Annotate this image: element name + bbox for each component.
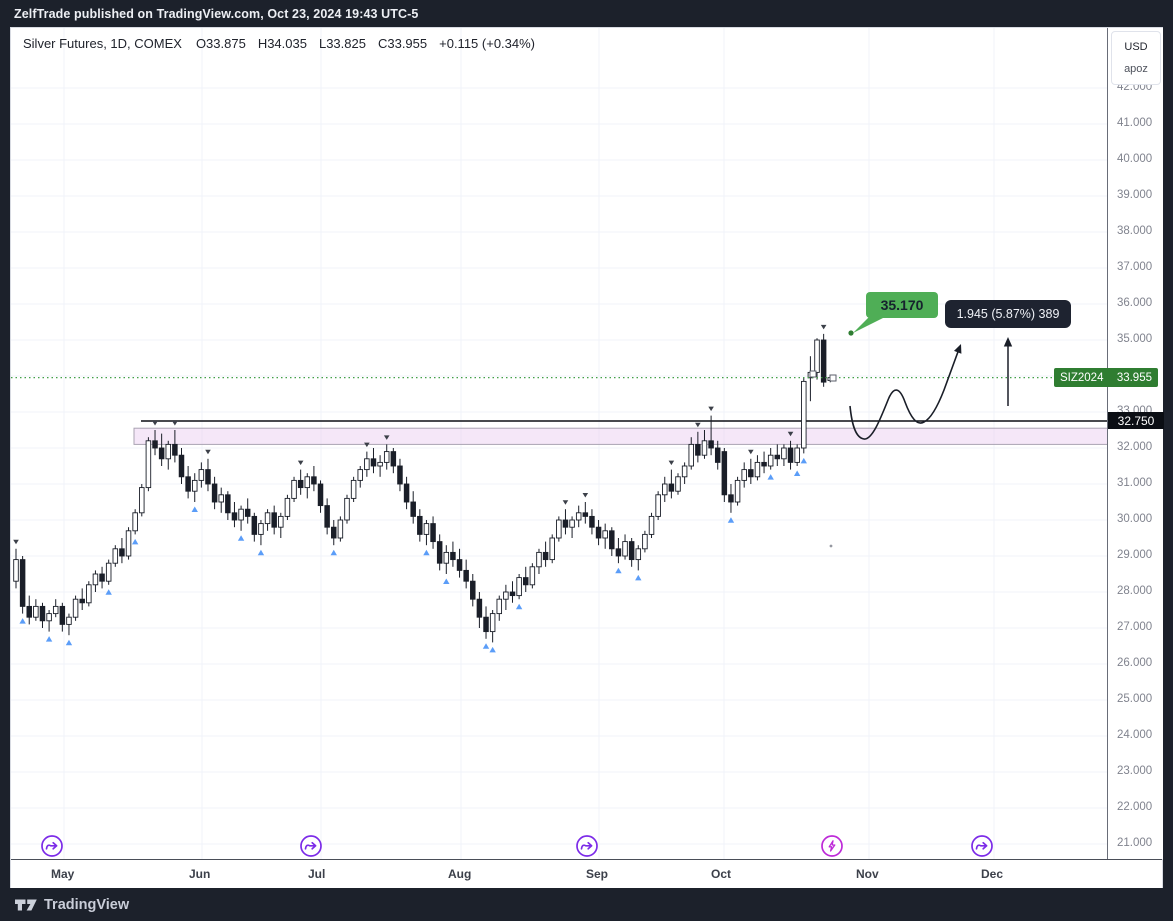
publish-arrow-event-icon[interactable]	[40, 834, 64, 858]
price-target-callout[interactable]: 35.170	[866, 292, 938, 318]
ohlc-change: +0.115 (+0.34%)	[439, 36, 536, 51]
price-tick-label: 22.000	[1117, 801, 1153, 813]
price-tick-label: 28.000	[1117, 585, 1153, 597]
publish-arrow-event-icon[interactable]	[575, 834, 599, 858]
publish-bar: ZelfTrade published on TradingView.com, …	[0, 0, 1173, 27]
last-price-value: 33.955	[1116, 371, 1152, 384]
unit-label: apoz	[1124, 62, 1148, 75]
last-price-axis-label: SIZ2024 33.955	[1054, 368, 1158, 387]
lightning-event-icon[interactable]	[820, 834, 844, 858]
month-label: Dec	[981, 867, 1004, 881]
publish-arrow-event-icon[interactable]	[299, 834, 323, 858]
measure-tooltip: 1.945 (5.87%) 389	[945, 300, 1071, 328]
price-tick-label: 25.000	[1117, 693, 1153, 705]
price-tick-label: 36.000	[1117, 297, 1153, 309]
projection-curve-drawing	[849, 348, 960, 440]
price-tick-label: 41.000	[1117, 117, 1153, 129]
month-label: Aug	[448, 867, 472, 881]
drawing-handle	[829, 374, 837, 382]
month-label: Jul	[308, 867, 326, 881]
month-label: Jun	[189, 867, 211, 881]
publish-bar-text: ZelfTrade published on TradingView.com, …	[14, 6, 419, 21]
price-tick-label: 35.000	[1117, 333, 1153, 345]
footer-bar: TradingView	[0, 888, 1173, 921]
currency-unit-toggle[interactable]: USD apoz	[1111, 31, 1161, 85]
time-axis[interactable]: May Jun Jul Aug Sep Oct Nov Dec	[11, 859, 1162, 888]
price-tick-label: 26.000	[1117, 657, 1153, 669]
price-tick-label: 24.000	[1117, 729, 1153, 741]
publish-arrow-event-icon[interactable]	[970, 834, 994, 858]
symbol-title: Silver Futures, 1D, COMEX	[23, 36, 182, 51]
price-tick-label: 40.000	[1117, 153, 1153, 165]
price-tick-label: 39.000	[1117, 189, 1153, 201]
ohlc-close: C33.955	[377, 36, 428, 51]
tradingview-brand-link[interactable]: TradingView	[44, 896, 130, 913]
ohlc-low: L33.825	[318, 36, 366, 51]
price-tick-label: 23.000	[1117, 765, 1153, 777]
hline-axis-label: 32.750	[1108, 412, 1164, 429]
ohlc-high: H34.035	[257, 36, 307, 51]
tradingview-logo-icon[interactable]	[14, 896, 38, 914]
support-zone-rect	[133, 427, 1108, 445]
chart-panel: Silver Futures, 1D, COMEX O33.875 H34.035 L…	[10, 27, 1164, 888]
month-label: Nov	[856, 867, 879, 881]
price-tick-label: 37.000	[1117, 261, 1153, 273]
price-tick-label: 30.000	[1117, 513, 1153, 525]
price-chart-canvas[interactable]	[11, 28, 1108, 859]
price-tick-label: 29.000	[1117, 549, 1153, 561]
price-tick-label: 32.000	[1117, 441, 1153, 453]
anchor-dot	[829, 544, 833, 548]
price-tick-label: 27.000	[1117, 621, 1153, 633]
month-label: Sep	[586, 867, 609, 881]
price-tick-label: 38.000	[1117, 225, 1153, 237]
chart-legend: Silver Futures, 1D, COMEX O33.875 H34.035 L…	[23, 36, 547, 51]
currency-label: USD	[1124, 41, 1148, 54]
drawing-handle	[809, 370, 817, 378]
contract-ticker: SIZ2024	[1060, 371, 1104, 384]
ohlc-open: O33.875	[195, 36, 246, 51]
price-tick-label: 31.000	[1117, 477, 1153, 489]
month-label: May	[51, 867, 75, 881]
price-tick-label: 21.000	[1117, 837, 1153, 849]
month-label: Oct	[711, 867, 732, 881]
price-axis[interactable]: 42.000 41.000 40.000 39.000 38.000 37.000 36.0…	[1107, 28, 1163, 859]
